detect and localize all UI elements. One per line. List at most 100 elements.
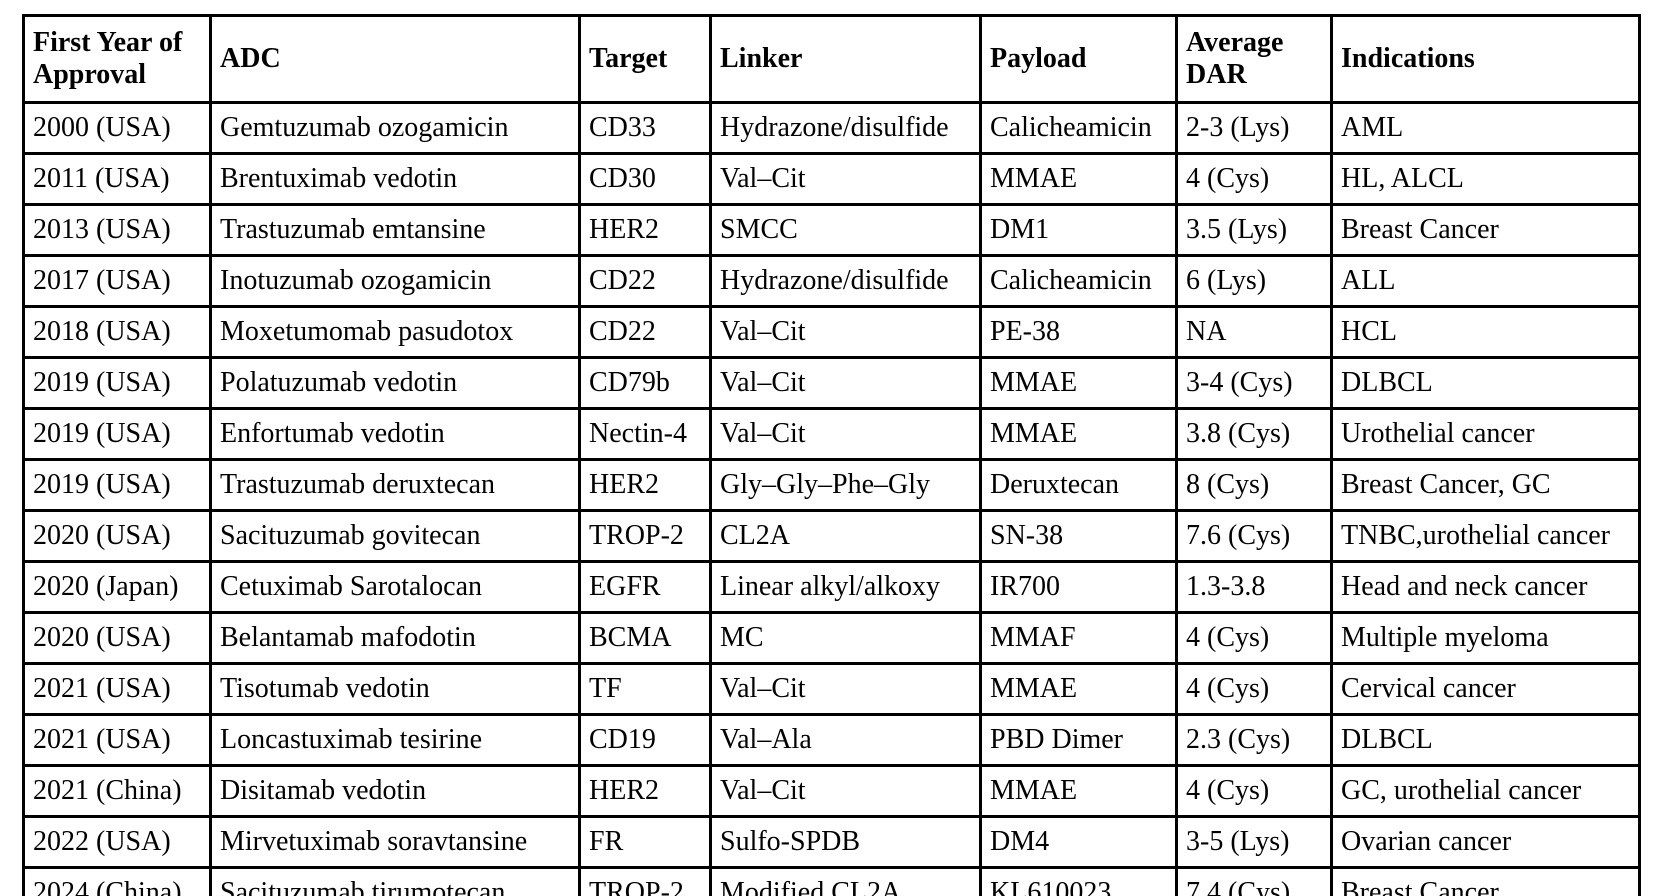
cell-indications: AML xyxy=(1330,101,1641,155)
cell-year: 2000 (USA) xyxy=(22,101,212,155)
cell-payload: MMAE xyxy=(979,764,1178,818)
cell-indications: Ovarian cancer xyxy=(1330,815,1641,869)
header-row: First Year of Approval ADC Target Linker Pay… xyxy=(22,14,1641,104)
cell-adc: Inotuzumab ozogamicin xyxy=(209,254,581,308)
cell-target: HER2 xyxy=(578,203,712,257)
cell-indications: Head and neck cancer xyxy=(1330,560,1641,614)
cell-indications: Breast Cancer xyxy=(1330,866,1641,896)
cell-dar: 4 (Cys) xyxy=(1175,662,1333,716)
table-row: 2017 (USA) Inotuzumab ozogamicin CD22 Hydra… xyxy=(22,254,1641,308)
cell-year: 2021 (USA) xyxy=(22,713,212,767)
cell-target: TROP-2 xyxy=(578,866,712,896)
table-row: 2020 (USA) Sacituzumab govitecan TROP-2 CL2… xyxy=(22,509,1641,563)
table-row: 2000 (USA) Gemtuzumab ozogamicin CD33 Hydra… xyxy=(22,101,1641,155)
table-row: 2020 (Japan) Cetuximab Sarotalocan EGFR Lin… xyxy=(22,560,1641,614)
cell-linker: SMCC xyxy=(709,203,982,257)
cell-payload: DM4 xyxy=(979,815,1178,869)
table-row: 2013 (USA) Trastuzumab emtansine HER2 SMCC D… xyxy=(22,203,1641,257)
column-header-adc: ADC xyxy=(209,14,581,104)
cell-year: 2021 (USA) xyxy=(22,662,212,716)
table-row: 2020 (USA) Belantamab mafodotin BCMA MC MMAF… xyxy=(22,611,1641,665)
table-row: 2021 (China) Disitamab vedotin HER2 Val–Cit… xyxy=(22,764,1641,818)
cell-adc: Disitamab vedotin xyxy=(209,764,581,818)
cell-target: TROP-2 xyxy=(578,509,712,563)
cell-target: CD33 xyxy=(578,101,712,155)
cell-dar: 8 (Cys) xyxy=(1175,458,1333,512)
cell-payload: MMAE xyxy=(979,407,1178,461)
cell-payload: Calicheamicin xyxy=(979,101,1178,155)
cell-linker: Hydrazone/disulfide xyxy=(709,254,982,308)
cell-adc: Moxetumomab pasudotox xyxy=(209,305,581,359)
cell-linker: Sulfo-SPDB xyxy=(709,815,982,869)
cell-dar: 2.3 (Cys) xyxy=(1175,713,1333,767)
cell-indications: ALL xyxy=(1330,254,1641,308)
cell-year: 2020 (Japan) xyxy=(22,560,212,614)
cell-dar: 3.5 (Lys) xyxy=(1175,203,1333,257)
cell-target: EGFR xyxy=(578,560,712,614)
cell-year: 2019 (USA) xyxy=(22,407,212,461)
cell-adc: Polatuzumab vedotin xyxy=(209,356,581,410)
cell-adc: Sacituzumab tirumotecan xyxy=(209,866,581,896)
cell-target: FR xyxy=(578,815,712,869)
column-header-year: First Year of Approval xyxy=(22,14,212,104)
cell-target: BCMA xyxy=(578,611,712,665)
cell-target: TF xyxy=(578,662,712,716)
cell-dar: 2-3 (Lys) xyxy=(1175,101,1333,155)
table-row: 2019 (USA) Trastuzumab deruxtecan HER2 Gly–… xyxy=(22,458,1641,512)
cell-indications: DLBCL xyxy=(1330,356,1641,410)
column-header-payload: Payload xyxy=(979,14,1178,104)
cell-dar: 7.4 (Cys) xyxy=(1175,866,1333,896)
cell-dar: NA xyxy=(1175,305,1333,359)
cell-indications: Breast Cancer, GC xyxy=(1330,458,1641,512)
cell-indications: Urothelial cancer xyxy=(1330,407,1641,461)
cell-dar: 6 (Lys) xyxy=(1175,254,1333,308)
cell-linker: Linear alkyl/alkoxy xyxy=(709,560,982,614)
cell-target: CD22 xyxy=(578,254,712,308)
cell-linker: Val–Cit xyxy=(709,152,982,206)
cell-linker: Val–Cit xyxy=(709,662,982,716)
cell-target: CD30 xyxy=(578,152,712,206)
table-row: 2019 (USA) Enfortumab vedotin Nectin-4 Val–… xyxy=(22,407,1641,461)
cell-year: 2017 (USA) xyxy=(22,254,212,308)
cell-target: HER2 xyxy=(578,764,712,818)
cell-year: 2019 (USA) xyxy=(22,356,212,410)
cell-linker: Val–Cit xyxy=(709,764,982,818)
cell-payload: MMAE xyxy=(979,356,1178,410)
cell-year: 2011 (USA) xyxy=(22,152,212,206)
cell-indications: HCL xyxy=(1330,305,1641,359)
cell-adc: Belantamab mafodotin xyxy=(209,611,581,665)
cell-payload: Deruxtecan xyxy=(979,458,1178,512)
cell-indications: Breast Cancer xyxy=(1330,203,1641,257)
cell-year: 2022 (USA) xyxy=(22,815,212,869)
cell-target: HER2 xyxy=(578,458,712,512)
cell-linker: Val–Cit xyxy=(709,305,982,359)
column-header-linker: Linker xyxy=(709,14,982,104)
cell-target: Nectin-4 xyxy=(578,407,712,461)
cell-dar: 1.3-3.8 xyxy=(1175,560,1333,614)
cell-target: CD22 xyxy=(578,305,712,359)
cell-year: 2020 (USA) xyxy=(22,611,212,665)
cell-year: 2021 (China) xyxy=(22,764,212,818)
cell-linker: Modified CL2A xyxy=(709,866,982,896)
cell-year: 2013 (USA) xyxy=(22,203,212,257)
cell-year: 2024 (China) xyxy=(22,866,212,896)
cell-adc: Cetuximab Sarotalocan xyxy=(209,560,581,614)
cell-indications: Cervical cancer xyxy=(1330,662,1641,716)
cell-linker: Val–Cit xyxy=(709,407,982,461)
cell-adc: Trastuzumab emtansine xyxy=(209,203,581,257)
cell-adc: Brentuximab vedotin xyxy=(209,152,581,206)
cell-adc: Tisotumab vedotin xyxy=(209,662,581,716)
column-header-dar: Average DAR xyxy=(1175,14,1333,104)
cell-year: 2020 (USA) xyxy=(22,509,212,563)
cell-linker: CL2A xyxy=(709,509,982,563)
cell-adc: Loncastuximab tesirine xyxy=(209,713,581,767)
cell-indications: Multiple myeloma xyxy=(1330,611,1641,665)
table-row: 2024 (China) Sacituzumab tirumotecan TROP-… xyxy=(22,866,1641,896)
cell-dar: 4 (Cys) xyxy=(1175,764,1333,818)
cell-dar: 4 (Cys) xyxy=(1175,611,1333,665)
cell-linker: Gly–Gly–Phe–Gly xyxy=(709,458,982,512)
cell-adc: Enfortumab vedotin xyxy=(209,407,581,461)
table-row: 2011 (USA) Brentuximab vedotin CD30 Val–Cit… xyxy=(22,152,1641,206)
column-header-target: Target xyxy=(578,14,712,104)
cell-target: CD79b xyxy=(578,356,712,410)
